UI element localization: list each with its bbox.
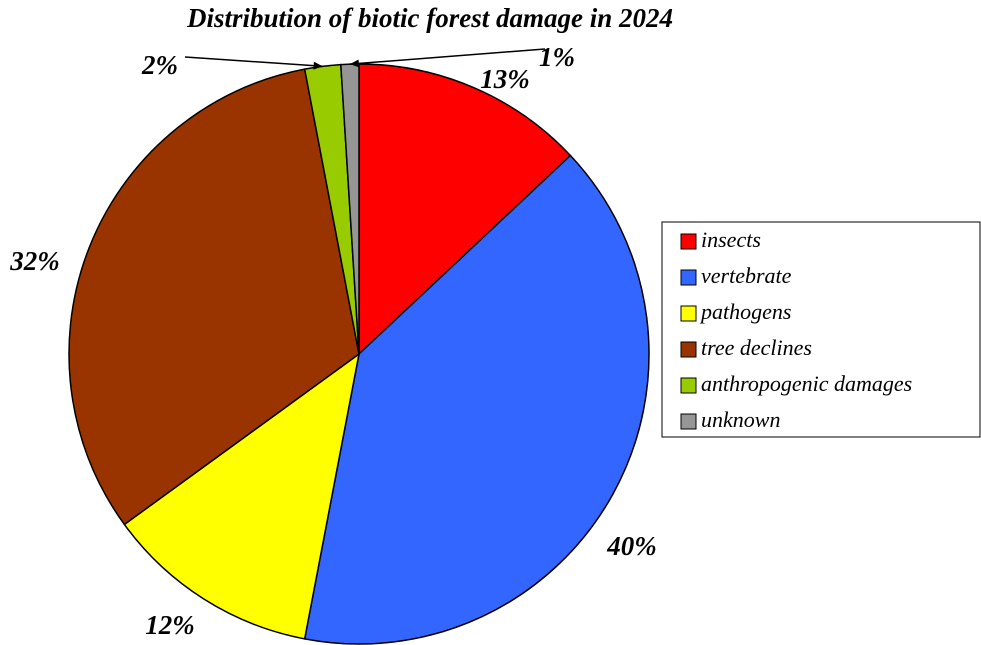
legend-swatch-tree-declines bbox=[680, 341, 697, 358]
slice-label-vertebrate: 40% bbox=[606, 531, 657, 561]
pie-slice-tree-declines bbox=[68, 68, 360, 526]
legend-label-pathogens: pathogens bbox=[699, 299, 791, 324]
leader-line-anthropogenic-damages bbox=[184, 56, 323, 68]
legend-label-unknown: unknown bbox=[701, 407, 780, 432]
slice-label-pathogens: 12% bbox=[145, 610, 195, 640]
legend-label-vertebrate: vertebrate bbox=[701, 263, 792, 288]
pie-slice-insects bbox=[358, 63, 572, 356]
slice-label-unknown: 1% bbox=[539, 42, 575, 72]
slice-label-insects: 13% bbox=[480, 64, 530, 94]
legend-swatch-anthropogenic-damages bbox=[680, 377, 697, 394]
chart-title: Distribution of biotic forest damage in … bbox=[186, 3, 673, 33]
legend-swatch-pathogens bbox=[680, 305, 697, 322]
legend-swatch-unknown bbox=[680, 413, 697, 430]
slice-label-anthropogenic-damages: 2% bbox=[141, 50, 178, 80]
pie-slice-vertebrate bbox=[303, 154, 650, 645]
legend-label-tree-declines: tree declines bbox=[701, 335, 812, 360]
pie-slices bbox=[68, 63, 650, 645]
legend-swatch-insects bbox=[680, 233, 697, 250]
slice-label-tree-declines: 32% bbox=[9, 246, 60, 276]
leader-lines bbox=[184, 48, 546, 70]
pie-slice-pathogens bbox=[123, 352, 361, 640]
legend-box bbox=[661, 221, 981, 438]
legend-label-anthropogenic-damages: anthropogenic damages bbox=[701, 371, 912, 396]
leader-line-unknown bbox=[349, 48, 546, 65]
legend: insects vertebrate pathogens tree declines a… bbox=[661, 221, 981, 438]
legend-swatch-vertebrate bbox=[680, 269, 697, 286]
leader-arrowhead bbox=[349, 59, 360, 68]
slice-labels: 13% 40% 12% 32% 2% 1% bbox=[9, 42, 657, 640]
leader-arrowhead bbox=[313, 61, 323, 70]
legend-label-insects: insects bbox=[701, 227, 761, 252]
